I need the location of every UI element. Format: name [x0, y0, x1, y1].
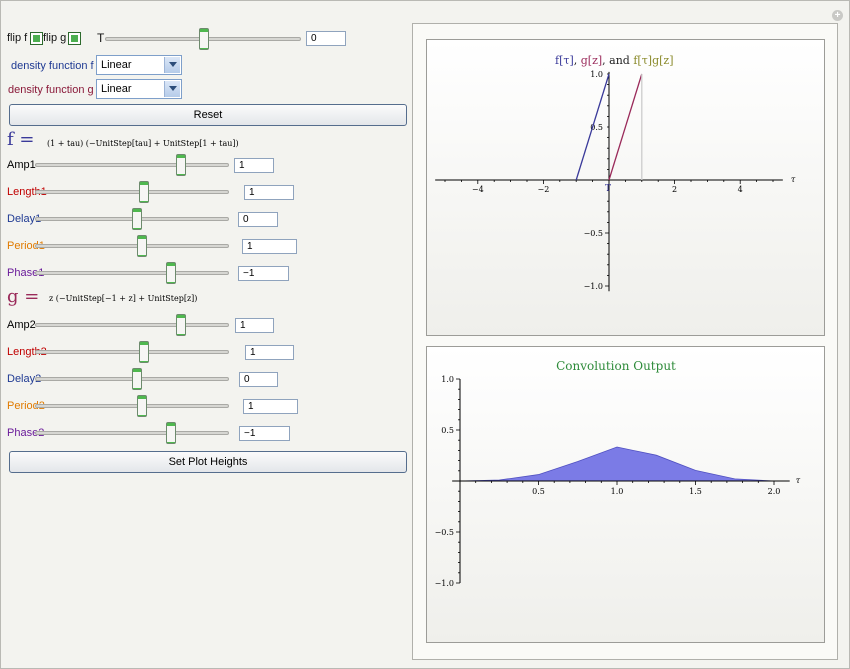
f-param-slider-track[interactable] — [35, 163, 229, 167]
plot1-y-tick-label: −0.5 — [584, 229, 603, 238]
g-param-slider-track[interactable] — [35, 431, 229, 435]
g-param-label: Length2 — [7, 346, 47, 358]
g-param-slider-thumb[interactable] — [166, 422, 176, 444]
flip-f-label: flip f — [7, 32, 28, 44]
g-formula: z (−UnitStep[−1 + z] + UnitStep[z]) — [49, 294, 198, 303]
f-param-slider-thumb[interactable] — [139, 181, 149, 203]
g-param-label: Delay2 — [7, 373, 42, 385]
convolution-plot: Convolution Output 0.5 1.0 1.5 2.0 1.0 0.5 −0.5… — [426, 346, 825, 643]
density-g-label: density function g — [8, 84, 94, 96]
f-param-slider-track[interactable] — [35, 190, 229, 194]
plot2-x-tick-label: 1.0 — [611, 487, 624, 496]
plot1-y-tick-label: 0.5 — [590, 123, 603, 132]
flip-g-label: flip g — [43, 32, 67, 44]
f-param-value-field[interactable]: 1 — [244, 185, 294, 200]
f-param-slider-track[interactable] — [35, 244, 229, 248]
density-g-selected-value: Linear — [101, 83, 132, 95]
convolution-area — [459, 446, 775, 482]
t-label: T — [97, 31, 105, 45]
f-param-slider-thumb[interactable] — [132, 208, 142, 230]
chevron-down-icon[interactable] — [164, 57, 180, 73]
t-slider-thumb[interactable] — [199, 28, 209, 50]
g-symbol: g = — [7, 286, 40, 307]
g-param-value-field[interactable]: 1 — [245, 345, 294, 360]
plot1-y-tick-label: 1.0 — [590, 70, 603, 79]
g-param-value-field[interactable]: 0 — [239, 372, 278, 387]
chevron-down-icon[interactable] — [164, 81, 180, 97]
t-value-field[interactable]: 0 — [306, 31, 346, 46]
f-param-value-field[interactable]: 1 — [234, 158, 274, 173]
g-param-value-field[interactable]: 1 — [235, 318, 274, 333]
f-param-value-field[interactable]: −1 — [238, 266, 289, 281]
g-param-value-field[interactable]: −1 — [239, 426, 290, 441]
set-plot-heights-button[interactable]: Set Plot Heights — [9, 451, 407, 473]
flip-g-checkbox[interactable] — [68, 32, 81, 45]
f-param-slider-thumb[interactable] — [166, 262, 176, 284]
plot1-x-tick-label: 2 — [672, 185, 677, 194]
g-param-slider-thumb[interactable] — [132, 368, 142, 390]
plot1-title: f[τ], g[z], and f[τ]g[z] — [555, 54, 674, 67]
f-param-slider-track[interactable] — [35, 271, 229, 275]
plot2-x-tick-label: 2.0 — [768, 487, 781, 496]
plot2-y-tick-label: 1.0 — [441, 375, 454, 384]
plot1-x-tick-label: −2 — [538, 185, 550, 194]
f-param-value-field[interactable]: 1 — [242, 239, 297, 254]
g-param-label: Phase2 — [7, 427, 45, 439]
g-param-slider-thumb[interactable] — [176, 314, 186, 336]
plot2-y-tick-label: −1.0 — [435, 579, 454, 588]
g-param-slider-track[interactable] — [35, 323, 229, 327]
f-param-label: Phase1 — [7, 267, 45, 279]
plot2-x-tick-label: 1.5 — [689, 487, 702, 496]
plot2-x-tick-label: 0.5 — [532, 487, 545, 496]
plot1-origin-label: T — [605, 184, 611, 194]
f-symbol: f = — [7, 129, 35, 150]
plot2-y-tick-label: 0.5 — [441, 426, 454, 435]
convolution-plot-svg: Convolution Output 0.5 1.0 1.5 2.0 1.0 0.5 −0.5… — [435, 359, 801, 588]
f-param-label: Period1 — [7, 240, 45, 252]
g-param-slider-thumb[interactable] — [139, 341, 149, 363]
plot1-y-tick-label: −1.0 — [584, 282, 603, 291]
functions-plot-svg: f[τ], g[z], and f[τ]g[z] −4 −2 2 4 1.0 0.5 −0.5… — [435, 54, 796, 292]
g-param-label: Period2 — [7, 400, 45, 412]
plot1-x-tick-label: −4 — [472, 185, 484, 194]
g-param-slider-thumb[interactable] — [137, 395, 147, 417]
functions-plot: f[τ], g[z], and f[τ]g[z] −4 −2 2 4 1.0 0.5 −0.5… — [426, 39, 825, 336]
f-param-label: Length1 — [7, 186, 47, 198]
f-param-label: Delay1 — [7, 213, 42, 225]
plot2-y-tick-label: −0.5 — [435, 528, 454, 537]
g-param-slider-track[interactable] — [35, 350, 229, 354]
f-param-slider-thumb[interactable] — [176, 154, 186, 176]
plot1-title-part: , and — [602, 54, 633, 67]
f-param-label: Amp1 — [7, 159, 36, 171]
plot1-x-tick-label: 4 — [738, 185, 743, 194]
f-param-value-field[interactable]: 0 — [238, 212, 278, 227]
plot1-series-0-line — [575, 73, 610, 181]
plot1-title-part: f[τ] — [555, 54, 574, 67]
g-param-value-field[interactable]: 1 — [243, 399, 298, 414]
f-formula: (1 + tau) (−UnitStep[tau] + UnitStep[1 +… — [47, 139, 239, 148]
plot2-x-axis-label: τ — [796, 476, 801, 485]
plot1-title-part: g[z] — [581, 54, 602, 67]
plot1-title-part: , — [574, 54, 581, 67]
flip-f-checkbox[interactable] — [30, 32, 43, 45]
plot1-series-1-line — [608, 73, 643, 181]
plot1-x-axis-label: τ — [791, 175, 796, 184]
f-param-slider-thumb[interactable] — [137, 235, 147, 257]
density-f-select[interactable]: Linear — [96, 55, 182, 75]
g-param-label: Amp2 — [7, 319, 36, 331]
g-param-slider-track[interactable] — [35, 404, 229, 408]
density-f-selected-value: Linear — [101, 59, 132, 71]
reset-button[interactable]: Reset — [9, 104, 407, 126]
density-g-select[interactable]: Linear — [96, 79, 182, 99]
convolution-title: Convolution Output — [556, 359, 676, 373]
plot1-title-part: f[τ]g[z] — [633, 54, 673, 67]
density-f-label: density function f — [11, 60, 94, 72]
expand-plus-icon[interactable]: + — [832, 10, 843, 21]
